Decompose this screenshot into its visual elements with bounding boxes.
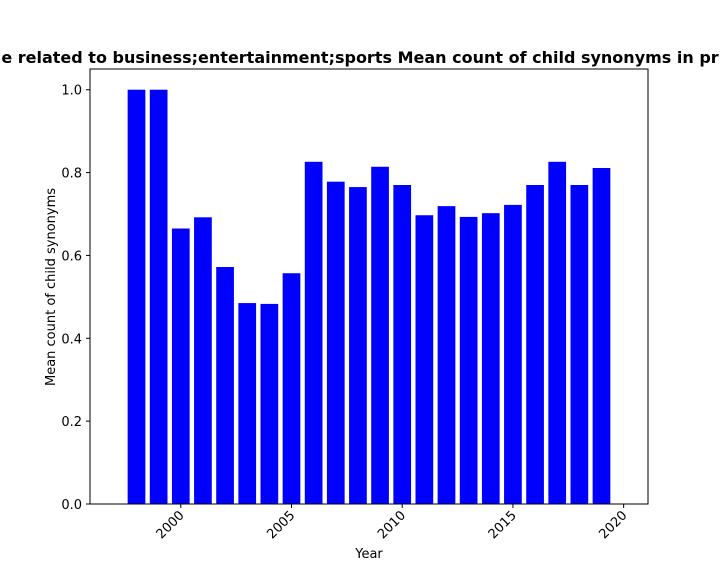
x-tick-label: 2000 <box>154 508 188 542</box>
bar-2002 <box>216 267 234 504</box>
plot-frame <box>89 68 649 505</box>
y-tick-label: 0.4 <box>61 332 82 347</box>
x-tick-label: 2010 <box>375 508 409 542</box>
bar-2000 <box>171 228 190 504</box>
bar-2006 <box>304 161 323 505</box>
x-axis: 2000 2005 2010 2015 2020 <box>154 504 630 542</box>
bar-2008 <box>349 187 367 504</box>
bar-2016 <box>526 185 544 504</box>
bar-group <box>127 89 611 505</box>
chart-title: e related to business;entertainment;spor… <box>1 48 718 67</box>
bar-2004 <box>260 303 279 504</box>
bar-2009 <box>371 166 389 504</box>
bar-2019 <box>592 168 611 504</box>
bar-2015 <box>504 204 522 504</box>
y-tick-label: 0.2 <box>61 415 82 430</box>
x-tick-label: 2015 <box>486 508 520 542</box>
bar-2010 <box>393 185 412 504</box>
y-axis-label: Mean count of child synonyms <box>44 188 59 386</box>
x-tick-label: 2005 <box>264 508 298 542</box>
bar-1999 <box>149 89 168 505</box>
bar-2012 <box>437 206 456 504</box>
bar-1998 <box>127 89 146 505</box>
bar-2018 <box>570 185 589 504</box>
bar-2001 <box>194 217 212 504</box>
bar-2005 <box>282 273 301 504</box>
y-tick-label: 1.0 <box>61 84 82 99</box>
x-axis-label: Year <box>354 547 383 562</box>
bar-2013 <box>459 216 478 504</box>
y-tick-label: 0.6 <box>61 249 82 264</box>
bar-2003 <box>238 303 257 504</box>
bar-2007 <box>326 181 345 504</box>
bar-2017 <box>548 161 567 505</box>
y-tick-label: 0.8 <box>61 167 82 182</box>
y-tick-label: 0.0 <box>61 498 82 513</box>
bar-2014 <box>481 213 500 505</box>
bar-2011 <box>415 215 434 505</box>
y-axis: 0.0 0.2 0.4 0.6 0.8 1.0 <box>61 84 90 513</box>
x-tick-label: 2020 <box>596 508 630 542</box>
